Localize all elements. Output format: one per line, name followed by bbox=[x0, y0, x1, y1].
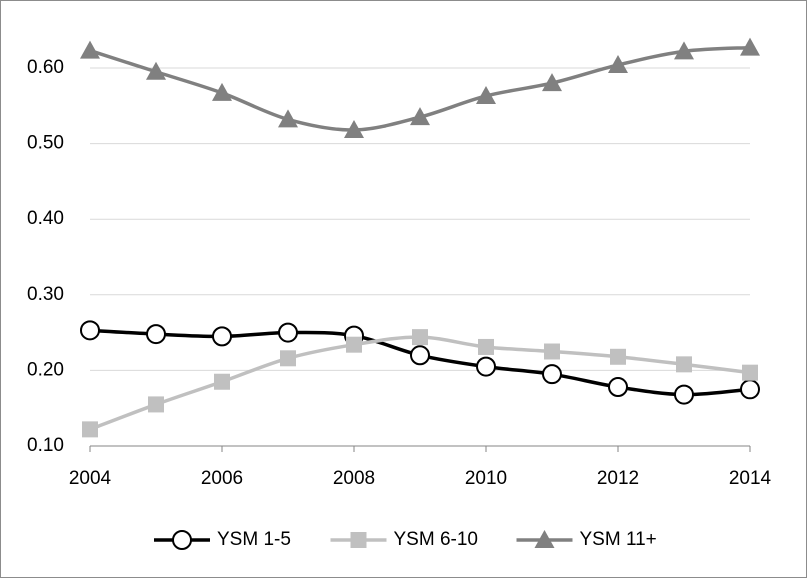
data-point bbox=[82, 421, 98, 438]
legend-marker bbox=[534, 530, 555, 548]
data-point bbox=[674, 384, 694, 405]
data-point bbox=[476, 85, 496, 104]
x-tick-label: 2010 bbox=[465, 468, 507, 489]
data-point bbox=[544, 343, 560, 360]
legend-marker bbox=[172, 530, 192, 550]
x-tick-label: 2004 bbox=[69, 468, 112, 489]
data-point bbox=[478, 338, 494, 355]
data-point bbox=[608, 54, 628, 73]
x-tick-label: 2012 bbox=[597, 468, 639, 489]
data-point bbox=[214, 373, 230, 390]
y-tick-label: 0.60 bbox=[27, 57, 64, 78]
data-point bbox=[742, 364, 758, 381]
legend-marker bbox=[350, 532, 367, 548]
data-point bbox=[212, 326, 232, 347]
data-point bbox=[674, 41, 694, 60]
data-point bbox=[476, 356, 496, 377]
x-tick-label: 2008 bbox=[333, 468, 375, 489]
data-point bbox=[542, 364, 562, 385]
data-point bbox=[278, 322, 298, 343]
legend-label: YSM 6-10 bbox=[394, 529, 478, 550]
legend-label: YSM 1-5 bbox=[217, 529, 291, 550]
data-point bbox=[412, 329, 428, 346]
data-point bbox=[280, 350, 296, 367]
data-point bbox=[740, 37, 760, 56]
data-point bbox=[146, 61, 166, 80]
data-point bbox=[610, 348, 626, 365]
data-point bbox=[148, 396, 164, 413]
y-tick-label: 0.20 bbox=[27, 359, 64, 380]
data-point bbox=[80, 40, 100, 59]
data-point bbox=[346, 336, 362, 353]
data-point bbox=[740, 379, 760, 400]
y-tick-label: 0.30 bbox=[27, 284, 64, 305]
y-tick-label: 0.40 bbox=[27, 208, 64, 229]
data-point bbox=[410, 345, 430, 366]
data-point bbox=[410, 107, 430, 126]
data-point bbox=[344, 119, 364, 138]
y-tick-label: 0.10 bbox=[27, 435, 64, 456]
data-point bbox=[212, 82, 232, 101]
y-tick-label: 0.50 bbox=[27, 133, 64, 154]
data-point bbox=[146, 324, 166, 345]
data-point bbox=[676, 356, 692, 373]
data-point bbox=[542, 73, 562, 92]
x-tick-label: 2014 bbox=[729, 468, 772, 489]
x-tick-label: 2006 bbox=[201, 468, 243, 489]
legend-label: YSM 11+ bbox=[580, 529, 657, 550]
data-point bbox=[80, 320, 100, 341]
data-point bbox=[278, 109, 298, 128]
data-point bbox=[608, 377, 628, 398]
